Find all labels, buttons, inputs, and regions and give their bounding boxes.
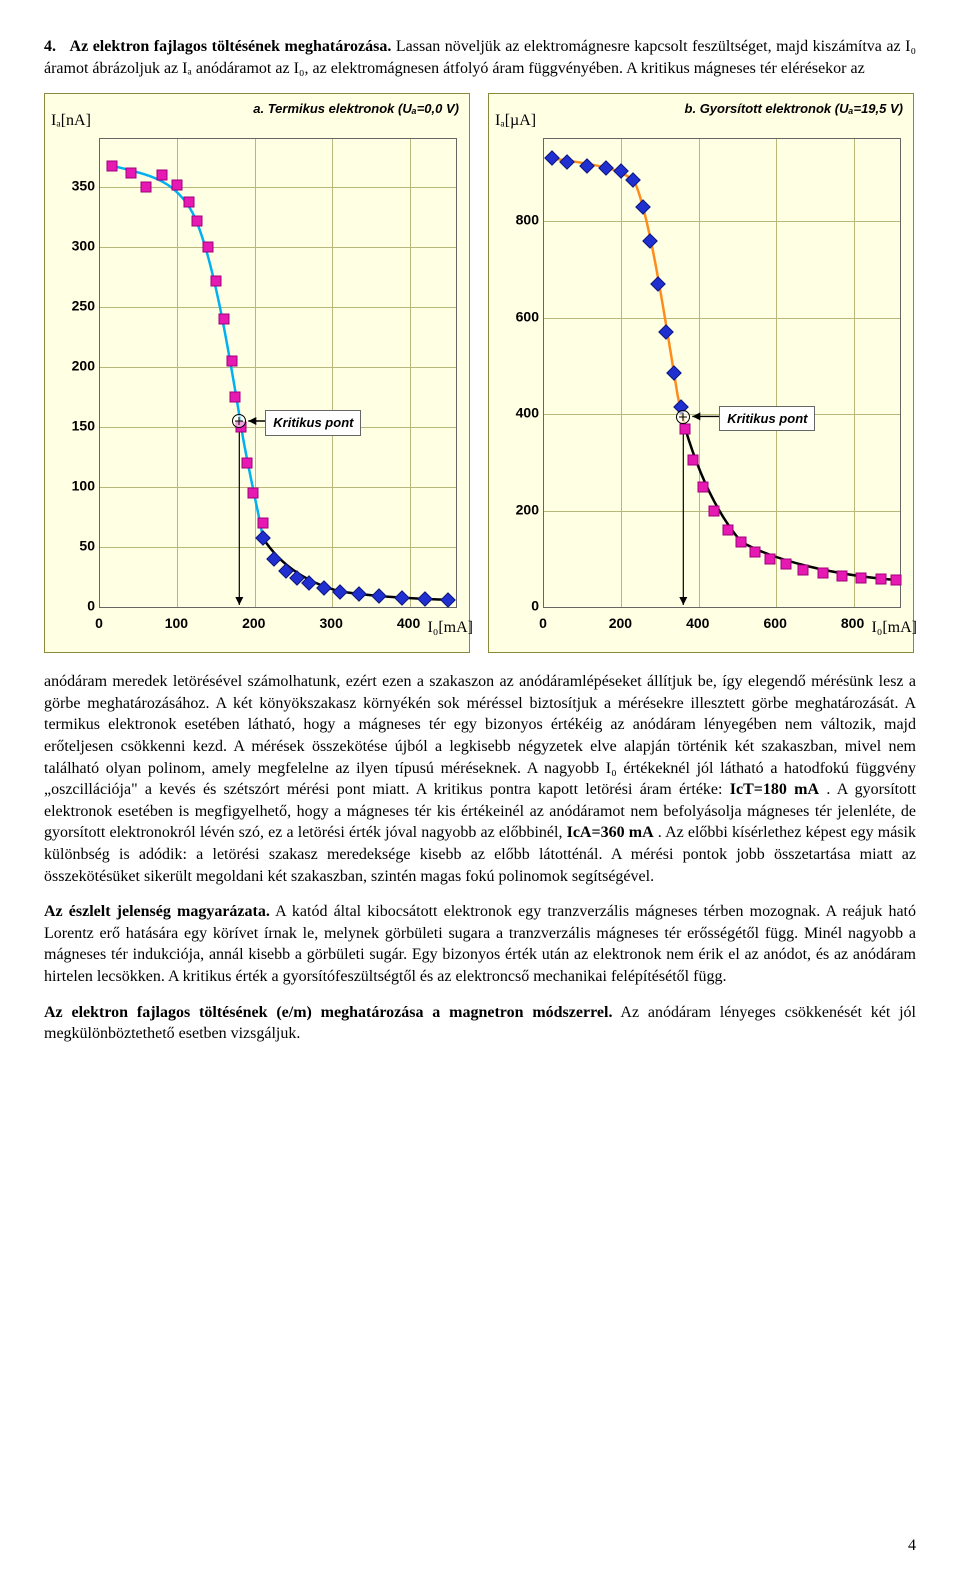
xtick: 200 — [242, 614, 265, 633]
ytick: 150 — [51, 417, 95, 436]
data-marker — [709, 505, 720, 516]
data-marker — [248, 488, 259, 499]
page-number: 4 — [908, 1535, 916, 1557]
data-marker — [680, 423, 691, 434]
chart-a-ylabel: Iₐ[nA] — [51, 110, 91, 132]
ytick: 800 — [495, 211, 539, 230]
chart-b-plot: Kritikus pont — [543, 138, 901, 608]
xtick: 100 — [165, 614, 188, 633]
data-marker — [203, 242, 214, 253]
body-paragraph: anódáram meredek letörésével számolhatun… — [44, 671, 916, 887]
data-marker — [156, 170, 167, 181]
data-marker — [817, 568, 828, 579]
ytick: 350 — [51, 177, 95, 196]
critical-point-marker — [232, 414, 246, 428]
explain-title: Az észlelt jelenség magyarázata. — [44, 903, 270, 920]
data-marker — [836, 570, 847, 581]
xtick: 400 — [686, 614, 709, 633]
data-marker — [218, 314, 229, 325]
xtick: 300 — [319, 614, 342, 633]
data-marker — [697, 481, 708, 492]
method-paragraph: Az elektron fajlagos töltésének (e/m) me… — [44, 1002, 916, 1045]
data-marker — [749, 546, 760, 557]
chart-a-title: a. Termikus elektronok (Uₐ=0,0 V) — [253, 100, 459, 118]
body-text-1: anódáram meredek letörésével számolhatun… — [44, 673, 916, 798]
intro-paragraph: 4. Az elektron fajlagos töltésének megha… — [44, 36, 916, 79]
chart-a-plot: Kritikus pont — [99, 138, 457, 608]
data-marker — [172, 179, 183, 190]
data-marker — [875, 574, 886, 585]
chart-a-xlabel: I₀[mA] — [427, 617, 473, 639]
ytick: 600 — [495, 307, 539, 326]
chart-b: b. Gyorsított elektronok (Uₐ=19,5 V) Iₐ[… — [488, 93, 914, 653]
ytick: 100 — [51, 477, 95, 496]
data-marker — [141, 182, 152, 193]
chart-b-ylabel: Iₐ[µA] — [495, 110, 536, 132]
xtick: 0 — [95, 614, 103, 633]
data-marker — [687, 455, 698, 466]
method-title: Az elektron fajlagos töltésének (e/m) me… — [44, 1004, 612, 1021]
data-marker — [106, 160, 117, 171]
ytick: 0 — [495, 597, 539, 616]
data-marker — [230, 392, 241, 403]
ytick: 400 — [495, 404, 539, 423]
xtick: 200 — [609, 614, 632, 633]
data-marker — [242, 458, 253, 469]
data-marker — [125, 167, 136, 178]
data-marker — [191, 215, 202, 226]
data-marker — [257, 518, 268, 529]
ytick: 200 — [51, 357, 95, 376]
xtick: 800 — [841, 614, 864, 633]
data-marker — [211, 275, 222, 286]
ytick: 250 — [51, 297, 95, 316]
xtick: 400 — [397, 614, 420, 633]
critical-point-marker — [676, 410, 690, 424]
data-marker — [765, 553, 776, 564]
section-title: Az elektron fajlagos töltésének meghatár… — [70, 38, 392, 55]
xtick: 600 — [763, 614, 786, 633]
data-marker — [780, 558, 791, 569]
xtick: 0 — [539, 614, 547, 633]
chart-b-xlabel: I₀[mA] — [871, 617, 917, 639]
charts-row: a. Termikus elektronok (Uₐ=0,0 V) Iₐ[nA]… — [44, 93, 916, 653]
ict-value: IcT=180 mA — [730, 781, 819, 798]
ytick: 200 — [495, 500, 539, 519]
chart-a: a. Termikus elektronok (Uₐ=0,0 V) Iₐ[nA]… — [44, 93, 470, 653]
ytick: 0 — [51, 597, 95, 616]
critical-point-label: Kritikus pont — [719, 406, 815, 432]
item-number: 4. — [44, 38, 56, 55]
data-marker — [891, 575, 902, 586]
data-marker — [736, 537, 747, 548]
data-marker — [184, 196, 195, 207]
data-marker — [226, 356, 237, 367]
data-marker — [722, 524, 733, 535]
chart-b-title: b. Gyorsított elektronok (Uₐ=19,5 V) — [685, 100, 903, 118]
ytick: 50 — [51, 537, 95, 556]
ytick: 300 — [51, 237, 95, 256]
critical-point-label: Kritikus pont — [265, 410, 361, 436]
data-marker — [798, 564, 809, 575]
explain-paragraph: Az észlelt jelenség magyarázata. A katód… — [44, 901, 916, 987]
ica-value: IcA=360 mA — [567, 824, 654, 841]
data-marker — [856, 573, 867, 584]
